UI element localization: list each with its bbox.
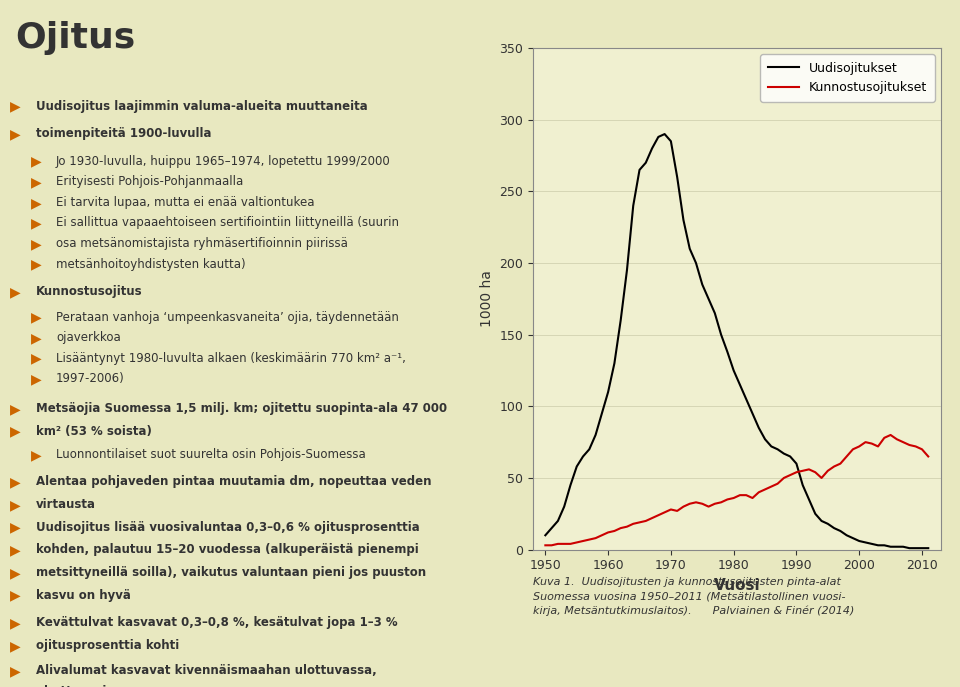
Text: ▶: ▶: [31, 175, 41, 189]
Kunnostusojitukset: [772, 480, 783, 488]
Kunnostusojitukset: [728, 494, 739, 502]
Text: ohutturpeisessa suossa: ohutturpeisessa suossa: [36, 685, 192, 687]
Text: Lisääntynyt 1980-luvulta alkaen (keskimäärin 770 km² a⁻¹,: Lisääntynyt 1980-luvulta alkaen (keskimä…: [56, 352, 406, 365]
Kunnostusojitukset: [885, 431, 897, 439]
Text: ▶: ▶: [11, 616, 21, 630]
Legend: Uudisojitukset, Kunnostusojitukset: Uudisojitukset, Kunnostusojitukset: [760, 54, 934, 102]
Uudisojitukset: [571, 462, 583, 471]
Text: ojaverkkoa: ojaverkkoa: [56, 331, 121, 344]
Uudisojitukset: [640, 159, 652, 167]
Text: ▶: ▶: [31, 237, 41, 251]
Text: ▶: ▶: [31, 216, 41, 230]
Text: km² (53 % soista): km² (53 % soista): [36, 425, 152, 438]
Text: ▶: ▶: [11, 498, 21, 512]
Text: 1997-2006): 1997-2006): [56, 372, 125, 385]
Text: ▶: ▶: [11, 566, 21, 580]
Text: ▶: ▶: [31, 311, 41, 324]
Uudisojitukset: [878, 541, 890, 550]
Text: ▶: ▶: [11, 664, 21, 678]
Uudisojitukset: [779, 449, 790, 458]
Text: virtausta: virtausta: [36, 498, 96, 511]
Text: Alentaa pohjaveden pintaa muutamia dm, nopeuttaa veden: Alentaa pohjaveden pintaa muutamia dm, n…: [36, 475, 431, 488]
X-axis label: Vuosi: Vuosi: [713, 578, 760, 593]
Text: ▶: ▶: [31, 196, 41, 210]
Text: ▶: ▶: [11, 589, 21, 602]
Text: ▶: ▶: [31, 331, 41, 345]
Text: Ei sallittua vapaaehtoiseen sertifiointiin liittyneillä (suurin: Ei sallittua vapaaehtoiseen sertifiointi…: [56, 216, 399, 229]
Text: Uudisojitus lisää vuosivaluntaa 0,3–0,6 % ojitusprosenttia: Uudisojitus lisää vuosivaluntaa 0,3–0,6 …: [36, 521, 420, 534]
Text: ▶: ▶: [11, 425, 21, 438]
Text: ▶: ▶: [11, 402, 21, 416]
Text: Ojitus: Ojitus: [15, 21, 135, 54]
Uudisojitukset: [923, 544, 934, 552]
Text: Luonnontilaiset suot suurelta osin Pohjois-Suomessa: Luonnontilaiset suot suurelta osin Pohjo…: [56, 448, 366, 461]
Kunnostusojitukset: [640, 517, 652, 525]
Text: Kunnostusojitus: Kunnostusojitus: [36, 285, 142, 298]
Text: Metsäojia Suomessa 1,5 milj. km; ojitettu suopinta-ala 47 000: Metsäojia Suomessa 1,5 milj. km; ojitett…: [36, 402, 446, 415]
Text: metsittyneillä soilla), vaikutus valuntaan pieni jos puuston: metsittyneillä soilla), vaikutus valunta…: [36, 566, 425, 579]
Text: ▶: ▶: [11, 100, 21, 113]
Text: Kevättulvat kasvavat 0,3–0,8 %, kesätulvat jopa 1–3 %: Kevättulvat kasvavat 0,3–0,8 %, kesätulv…: [36, 616, 397, 629]
Text: ▶: ▶: [31, 352, 41, 365]
Text: ▶: ▶: [31, 372, 41, 386]
Text: Jo 1930-luvulla, huippu 1965–1974, lopetettu 1999/2000: Jo 1930-luvulla, huippu 1965–1974, lopet…: [56, 155, 391, 168]
Kunnostusojitukset: [923, 452, 934, 460]
Text: Alivalumat kasvavat kivennäismaahan ulottuvassa,: Alivalumat kasvavat kivennäismaahan ulot…: [36, 664, 376, 677]
Text: ojitusprosenttia kohti: ojitusprosenttia kohti: [36, 639, 179, 652]
Text: ▶: ▶: [11, 521, 21, 534]
Kunnostusojitukset: [615, 524, 627, 532]
Text: ▶: ▶: [11, 127, 21, 141]
Text: metsänhoitoyhdistysten kautta): metsänhoitoyhdistysten kautta): [56, 258, 246, 271]
Text: Erityisesti Pohjois-Pohjanmaalla: Erityisesti Pohjois-Pohjanmaalla: [56, 175, 243, 188]
Uudisojitukset: [903, 544, 915, 552]
Text: ▶: ▶: [31, 155, 41, 168]
Kunnostusojitukset: [873, 442, 884, 451]
Text: kohden, palautuu 15–20 vuodessa (alkuperäistä pienempi: kohden, palautuu 15–20 vuodessa (alkuper…: [36, 543, 419, 556]
Text: Kuva 1.  Uudisojitusten ja kunnostusojitusten pinta-alat
Suomessa vuosina 1950–2: Kuva 1. Uudisojitusten ja kunnostusojitu…: [533, 577, 854, 616]
Text: toimenpiteitä 1900-luvulla: toimenpiteitä 1900-luvulla: [36, 127, 211, 140]
Kunnostusojitukset: [571, 539, 583, 547]
Uudisojitukset: [734, 381, 746, 389]
Text: ▶: ▶: [11, 285, 21, 299]
Uudisojitukset: [659, 130, 670, 138]
Uudisojitukset: [615, 316, 627, 324]
Uudisojitukset: [540, 531, 551, 539]
Text: Uudisojitus laajimmin valuma-alueita muuttaneita: Uudisojitus laajimmin valuma-alueita muu…: [36, 100, 368, 113]
Text: kasvu on hyvä: kasvu on hyvä: [36, 589, 131, 602]
Line: Kunnostusojitukset: Kunnostusojitukset: [545, 435, 928, 545]
Kunnostusojitukset: [540, 541, 551, 550]
Text: Ei tarvita lupaa, mutta ei enää valtiontukea: Ei tarvita lupaa, mutta ei enää valtiont…: [56, 196, 315, 209]
Text: ▶: ▶: [11, 685, 21, 687]
Text: ▶: ▶: [31, 448, 41, 462]
Text: osa metsänomistajista ryhmäsertifioinnin piirissä: osa metsänomistajista ryhmäsertifioinnin…: [56, 237, 348, 250]
Text: ▶: ▶: [11, 475, 21, 489]
Y-axis label: 1000 ha: 1000 ha: [480, 271, 493, 327]
Text: ▶: ▶: [11, 543, 21, 557]
Text: ▶: ▶: [11, 639, 21, 653]
Line: Uudisojitukset: Uudisojitukset: [545, 134, 928, 548]
Text: ▶: ▶: [31, 258, 41, 271]
Text: Perataan vanhoja ‘umpeenkasvaneita’ ojia, täydennetään: Perataan vanhoja ‘umpeenkasvaneita’ ojia…: [56, 311, 398, 324]
